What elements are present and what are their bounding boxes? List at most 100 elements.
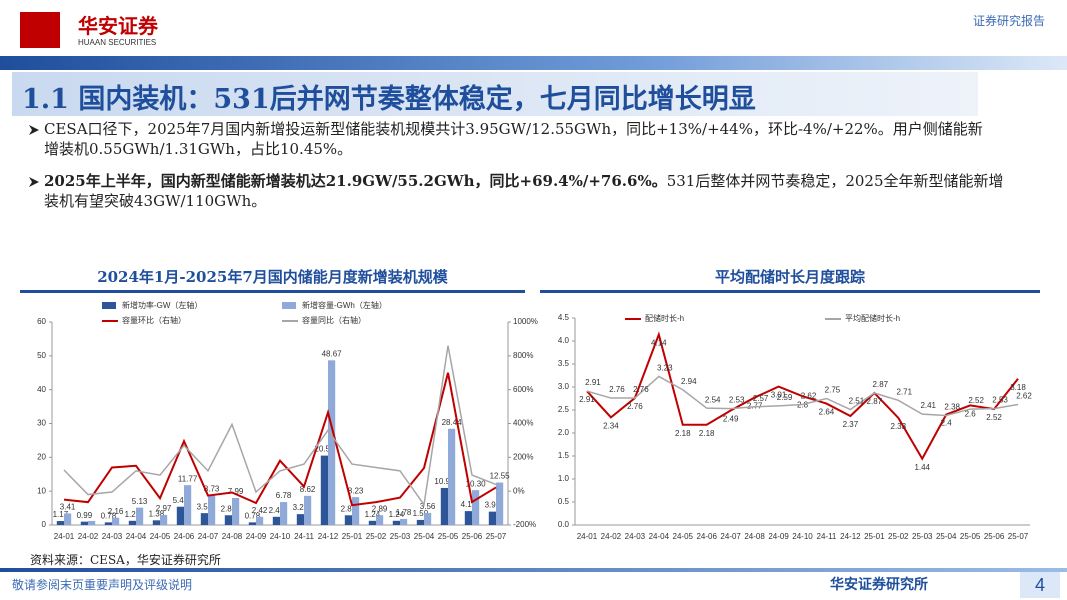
- y-tick-label: 30: [37, 419, 46, 428]
- data-label: 2.76: [627, 402, 643, 411]
- data-label: 1.44: [914, 463, 930, 472]
- data-label: 10.95: [434, 477, 455, 486]
- legend-label: 配储时长-h: [645, 313, 684, 323]
- bullet: 2025年上半年，国内新型储能新增装机达21.9GW/55.2GWh，同比+69…: [44, 171, 1004, 211]
- data-label: 28.44: [442, 418, 463, 427]
- data-label: 2.38: [944, 403, 960, 412]
- bar: [248, 522, 256, 525]
- bullet-icon: [29, 177, 39, 187]
- x-tick-label: 25-01: [864, 532, 885, 541]
- bullet-text: 531后整体并网节奏稳定，2025全年新型储能新增装机有望突破43GW/110G…: [44, 172, 1004, 210]
- bar: [200, 513, 208, 525]
- x-tick-label: 24-10: [792, 532, 813, 541]
- data-label: 2.53: [992, 396, 1008, 405]
- bullet-icon: [29, 125, 39, 135]
- x-tick-label: 24-02: [601, 532, 622, 541]
- legend-label: 容量同比（右轴）: [302, 315, 366, 325]
- top-stripe: [0, 56, 1067, 70]
- data-label: 2.88: [221, 504, 237, 513]
- data-label: 2.41: [920, 401, 936, 410]
- x-tick-label: 25-06: [984, 532, 1005, 541]
- y2-tick-label: 400%: [513, 419, 533, 428]
- bar: [320, 455, 328, 525]
- y-tick-label: 50: [37, 351, 46, 360]
- y-tick-label: 2.5: [558, 405, 570, 414]
- data-label: 2.87: [867, 397, 883, 406]
- y-tick-label: 4.5: [558, 313, 570, 322]
- x-tick-label: 24-09: [246, 532, 267, 541]
- data-label: 2.4: [941, 419, 953, 428]
- data-label: 2.87: [873, 380, 889, 389]
- page-number: 4: [1020, 572, 1060, 598]
- data-label: 2.6: [965, 410, 977, 419]
- bar: [56, 521, 64, 525]
- x-tick-label: 25-01: [342, 532, 363, 541]
- x-tick-label: 25-03: [912, 532, 933, 541]
- bar: [104, 522, 112, 525]
- bar: [272, 516, 280, 525]
- data-label: 2.87: [341, 504, 357, 513]
- y-tick-label: 60: [37, 317, 46, 326]
- bar: [464, 511, 472, 525]
- bar: [472, 490, 480, 525]
- data-label: 4.14: [651, 339, 667, 348]
- bar: [128, 520, 136, 525]
- bar: [488, 511, 496, 525]
- data-label: 12.55: [490, 472, 511, 481]
- y2-tick-label: 0%: [513, 486, 525, 495]
- bar: [328, 360, 336, 525]
- data-label: 7.99: [228, 487, 244, 496]
- data-label: 3.41: [60, 503, 76, 512]
- legend-label: 平均配储时长-h: [845, 313, 900, 323]
- data-label: 2.53: [729, 396, 745, 405]
- x-tick-label: 24-11: [817, 532, 837, 541]
- data-label: 11.77: [178, 474, 198, 483]
- data-label: 2.16: [108, 507, 124, 516]
- data-label: 0.99: [77, 511, 93, 520]
- bar: [256, 516, 264, 525]
- data-label: 3.21: [293, 503, 309, 512]
- x-tick-label: 25-05: [438, 532, 459, 541]
- footer-org: 华安证券研究所: [830, 577, 928, 593]
- legend-swatch: [282, 302, 296, 309]
- bar: [440, 487, 448, 525]
- bar: [304, 495, 312, 525]
- title-band: [12, 72, 978, 116]
- bar: [224, 515, 232, 525]
- data-label: 2.42: [269, 506, 285, 515]
- disclaimer: 敬请参阅末页重要声明及评级说明: [12, 578, 193, 592]
- x-tick-label: 24-05: [673, 532, 694, 541]
- data-label: 2.89: [372, 504, 388, 513]
- x-tick-label: 24-03: [625, 532, 646, 541]
- y2-tick-label: -200%: [513, 520, 536, 529]
- data-label: 2.37: [843, 420, 859, 429]
- y-tick-label: 0.0: [558, 520, 570, 529]
- y-tick-label: 10: [37, 486, 46, 495]
- bar: [208, 495, 216, 525]
- bar: [152, 520, 160, 525]
- x-tick-label: 25-07: [1008, 532, 1029, 541]
- data-label: 1.38: [149, 509, 165, 518]
- line: [63, 345, 497, 507]
- data-label: 5.13: [132, 497, 148, 506]
- line: [586, 375, 1019, 417]
- bar: [160, 514, 168, 525]
- y-tick-label: 0: [42, 520, 47, 529]
- x-tick-label: 24-05: [150, 532, 171, 541]
- bar: [400, 518, 408, 525]
- data-label: 8.23: [348, 486, 364, 495]
- data-label: 2.62: [1016, 392, 1032, 401]
- chart-title: 2024年1月-2025年7月国内储能月度新增装机规模: [97, 268, 448, 286]
- y2-tick-label: 200%: [513, 452, 533, 461]
- x-tick-label: 24-07: [720, 532, 741, 541]
- data-label: 2.91: [585, 378, 601, 387]
- report-type: 证券研究报告: [972, 14, 1045, 28]
- logo: [20, 12, 60, 48]
- y-tick-label: 3.0: [558, 382, 570, 391]
- line: [586, 331, 1019, 461]
- data-label: 1.24: [125, 510, 141, 519]
- data-label: 10.30: [466, 479, 487, 488]
- data-label: 1.50: [413, 509, 429, 518]
- bar: [448, 428, 456, 525]
- bar: [176, 506, 184, 525]
